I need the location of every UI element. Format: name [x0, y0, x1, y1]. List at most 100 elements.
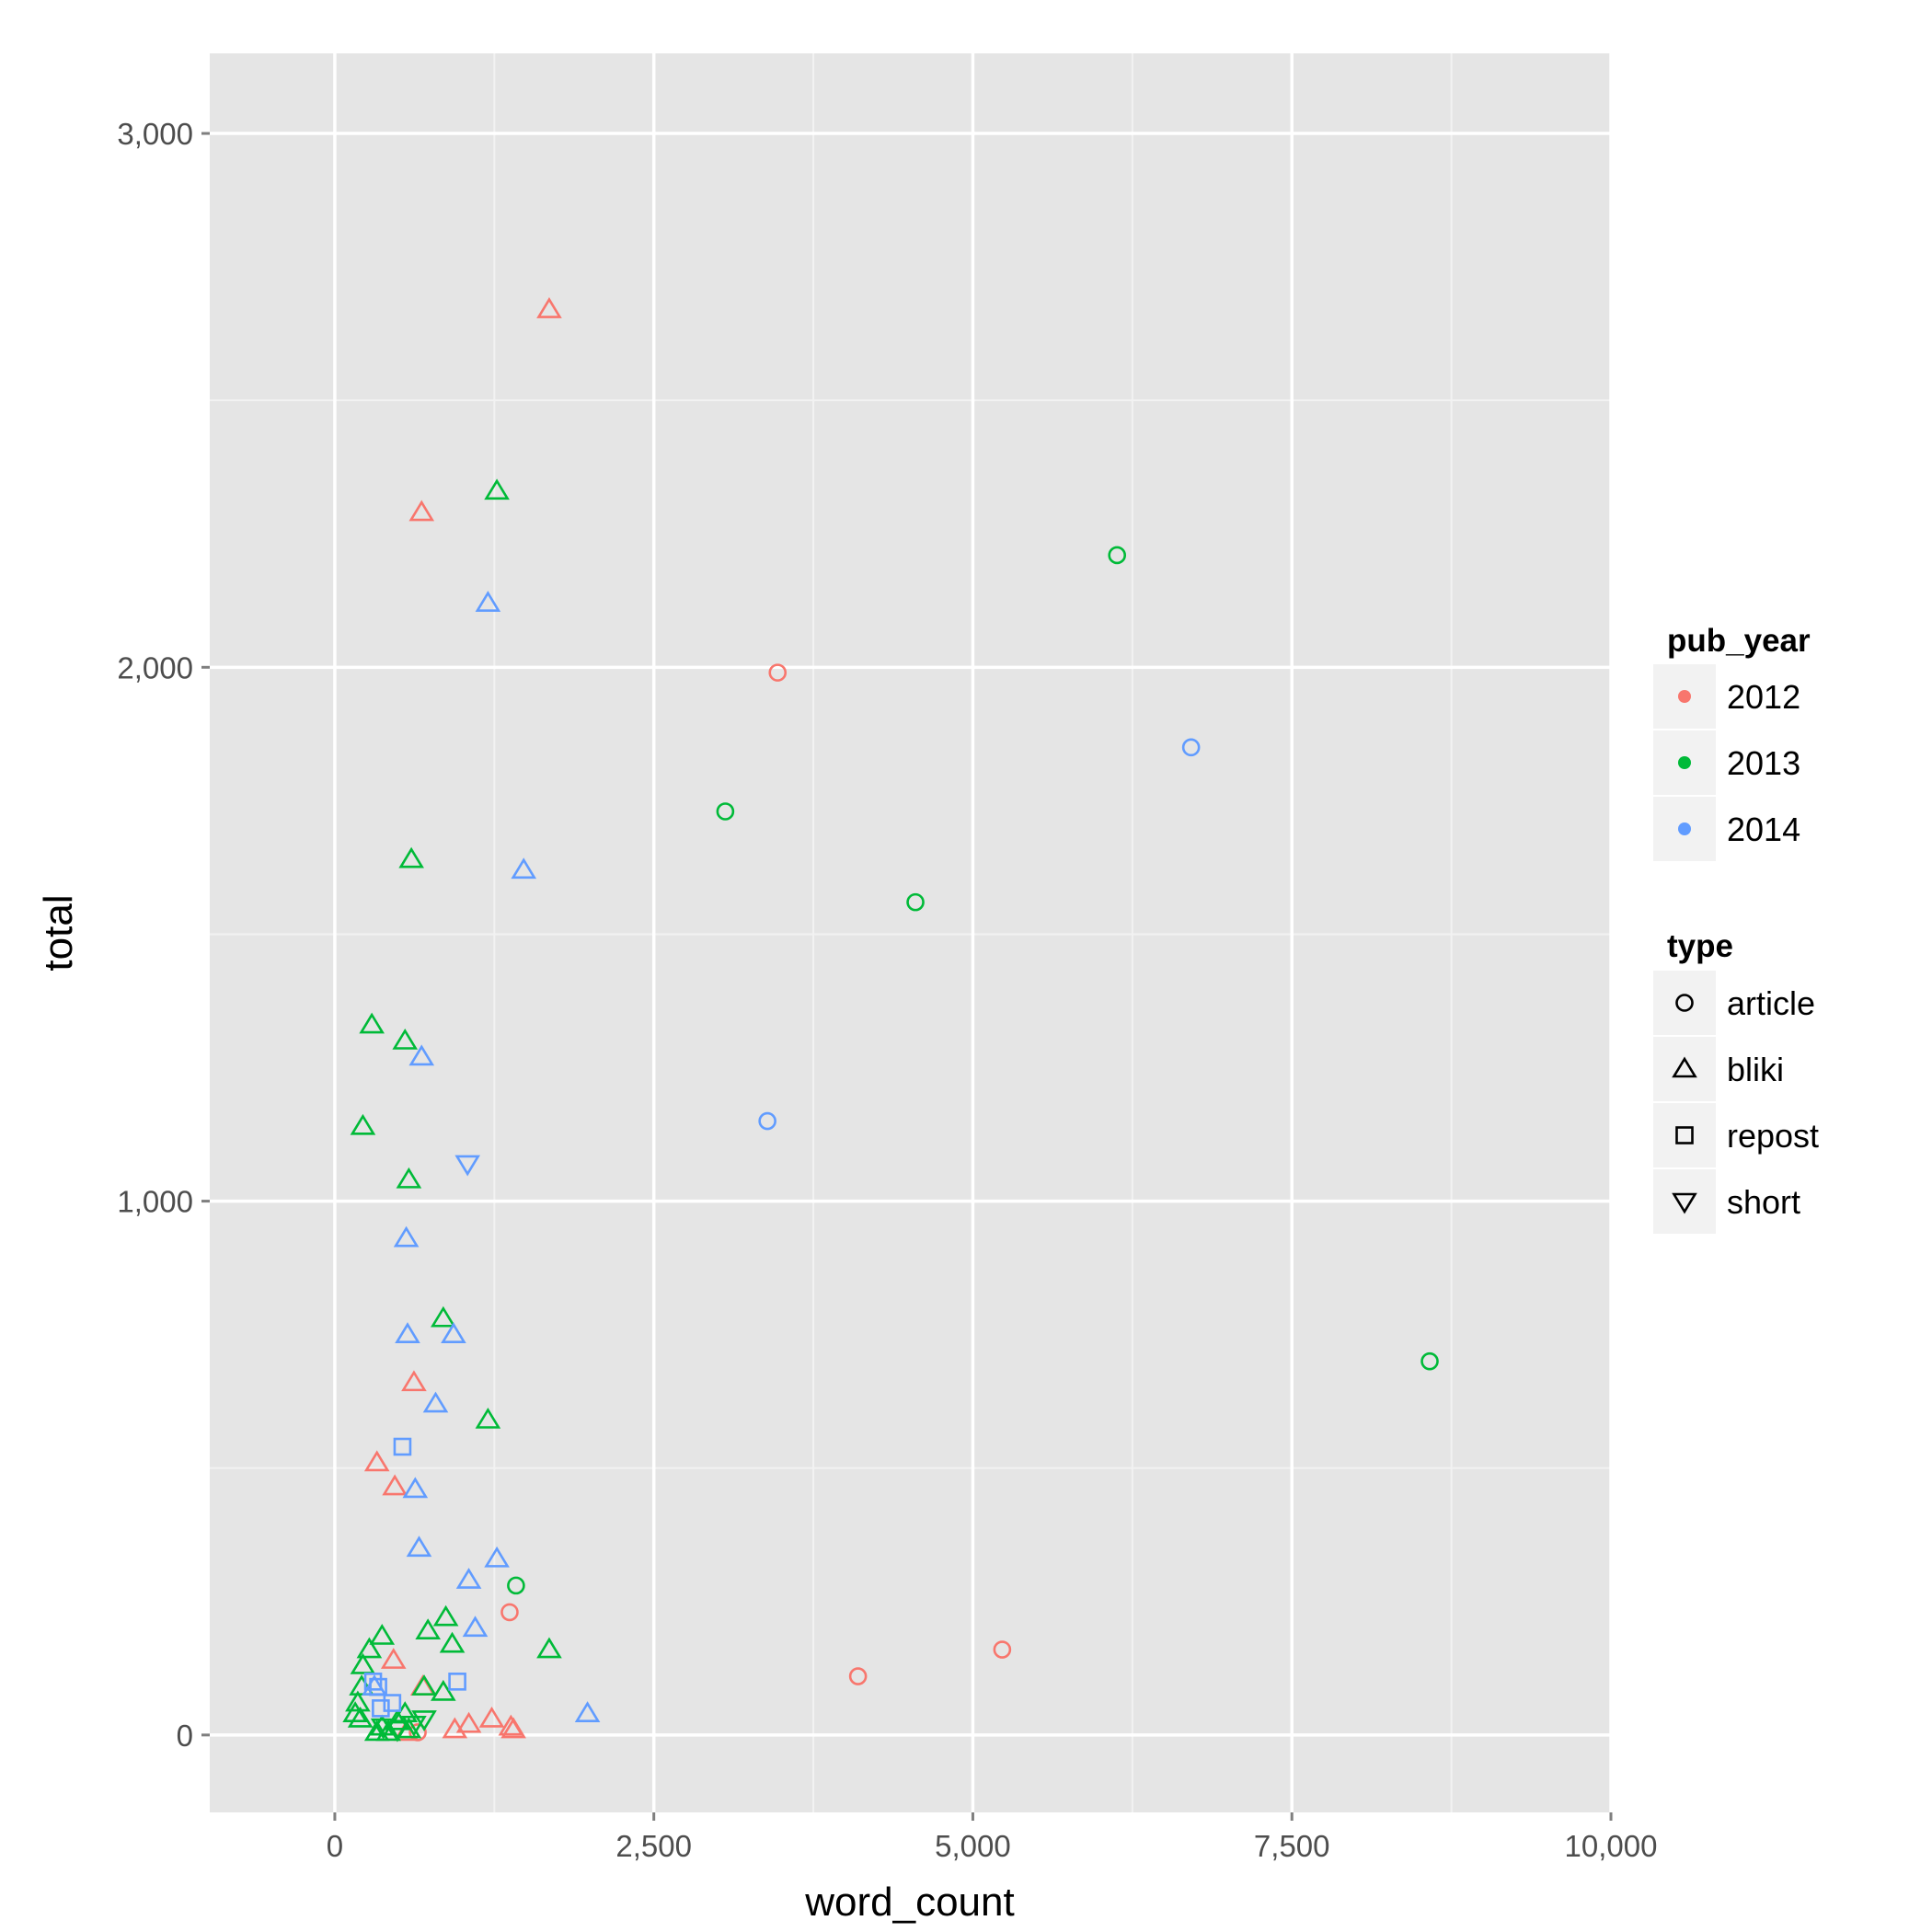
panel-background	[210, 53, 1611, 1812]
legend-title-pub-year: pub_year	[1667, 623, 1811, 659]
data-point-bliki-2013	[415, 1618, 441, 1640]
data-point-bliki-2014	[441, 1322, 466, 1343]
data-point-article-2012	[768, 663, 788, 682]
data-point-bliki-2013	[392, 1028, 419, 1050]
major-gridlines	[210, 53, 1613, 1812]
data-point-bliki-2013	[347, 1706, 374, 1728]
legend-key-bliki	[1672, 1056, 1697, 1078]
data-point-article-2013	[716, 802, 735, 821]
legend-key-box	[1653, 971, 1716, 1035]
data-point-short-2013	[411, 1710, 437, 1731]
data-point-repost-2014	[372, 1699, 390, 1718]
legend-key-box	[1653, 1037, 1716, 1101]
data-point-bliki-2014	[408, 1044, 435, 1066]
legend-label-2013: 2013	[1727, 744, 1800, 782]
legend-key-2013	[1678, 756, 1691, 769]
minor-gridlines	[210, 53, 1611, 1812]
data-point-article-2013	[906, 892, 925, 912]
x-tick-label: 0	[327, 1829, 343, 1863]
legend-key-article	[1675, 994, 1694, 1012]
y-tick-label: 2,000	[117, 650, 193, 684]
data-point-bliki-2013	[484, 478, 510, 500]
data-point-bliki-2014	[462, 1616, 489, 1638]
data-point-article-2012	[408, 1723, 427, 1742]
data-point-bliki-2013	[356, 1637, 383, 1659]
legend-label-short: short	[1727, 1183, 1800, 1221]
data-point-bliki-2012	[408, 500, 435, 522]
data-points	[342, 297, 1439, 1742]
data-point-bliki-2014	[574, 1701, 601, 1722]
data-point-bliki-2012	[500, 1717, 526, 1739]
legend-key-box	[1653, 1169, 1716, 1234]
data-point-repost-2014	[369, 1677, 387, 1696]
legend-label-article: article	[1727, 984, 1815, 1022]
y-tick-label: 1,000	[117, 1185, 193, 1219]
legend-key-short	[1672, 1192, 1697, 1214]
legend-key-box	[1653, 1103, 1716, 1167]
legend-key-2012	[1678, 690, 1691, 703]
data-point-article-2013	[1420, 1351, 1439, 1371]
data-point-article-2014	[758, 1111, 776, 1131]
data-point-article-2013	[1108, 546, 1127, 565]
data-point-repost-2014	[393, 1437, 412, 1456]
data-point-bliki-2013	[345, 1690, 371, 1712]
axis-ticks	[201, 132, 1613, 1821]
data-point-short-2013	[401, 1715, 427, 1737]
data-point-bliki-2014	[406, 1535, 432, 1558]
data-point-repost-2014	[363, 1673, 383, 1691]
data-point-bliki-2013	[396, 1167, 422, 1189]
data-point-bliki-2012	[478, 1706, 505, 1728]
data-point-bliki-2012	[401, 1370, 427, 1392]
x-tick-label: 2,500	[615, 1829, 692, 1863]
data-point-bliki-2014	[475, 591, 501, 612]
x-tick-label: 7,500	[1254, 1829, 1330, 1863]
data-point-bliki-2014	[511, 857, 537, 880]
y-tick-label: 3,000	[117, 117, 193, 151]
legend-label-repost: repost	[1727, 1117, 1819, 1155]
data-point-bliki-2014	[422, 1391, 449, 1413]
legend-key-repost	[1675, 1126, 1694, 1144]
data-point-bliki-2013	[342, 1701, 368, 1722]
legend-label-2012: 2012	[1727, 678, 1800, 716]
y-axis-title: total	[36, 894, 81, 971]
data-point-bliki-2013	[349, 1674, 374, 1696]
data-point-bliki-2012	[442, 1717, 468, 1739]
legend-label-bliki: bliki	[1727, 1051, 1784, 1088]
data-point-bliki-2013	[536, 1637, 562, 1659]
y-tick-label: 0	[177, 1719, 193, 1753]
data-point-short-2013	[385, 1720, 410, 1742]
data-point-bliki-2013	[350, 1652, 376, 1674]
data-point-short-2014	[454, 1155, 480, 1177]
x-tick-label: 5,000	[935, 1829, 1011, 1863]
legend-key-2014	[1678, 822, 1691, 835]
data-point-article-2012	[848, 1667, 868, 1685]
x-axis-tick-labels: 0 2,500 5,000 7,500 10,000	[327, 1829, 1658, 1863]
data-point-bliki-2013	[439, 1631, 466, 1653]
data-point-bliki-2013	[398, 846, 424, 868]
data-point-bliki-2012	[455, 1711, 482, 1733]
data-point-bliki-2014	[395, 1322, 420, 1343]
data-point-bliki-2013	[350, 1113, 376, 1135]
data-point-bliki-2013	[369, 1623, 396, 1645]
data-point-bliki-2013	[411, 1674, 437, 1696]
data-point-bliki-2013	[359, 1012, 385, 1034]
data-point-bliki-2013	[432, 1604, 459, 1627]
x-axis-title: word_count	[804, 1880, 1014, 1925]
data-point-bliki-2013	[375, 1719, 401, 1742]
data-point-bliki-2013	[431, 1679, 456, 1701]
data-point-repost-2014	[448, 1673, 466, 1691]
y-axis-tick-labels: 0 1,000 2,000 3,000	[117, 117, 193, 1753]
data-point-bliki-2013	[475, 1407, 501, 1429]
legend: pub_year 2012 2013 2014 type article bliki r…	[1653, 623, 1819, 1234]
legend-label-2014: 2014	[1727, 811, 1800, 848]
data-point-bliki-2012	[363, 1450, 390, 1472]
data-point-article-2014	[1181, 738, 1201, 757]
data-point-repost-2014	[383, 1694, 402, 1712]
data-point-bliki-2014	[484, 1546, 510, 1568]
data-point-article-2012	[500, 1603, 519, 1622]
data-point-article-2012	[993, 1640, 1012, 1659]
data-point-bliki-2012	[380, 1648, 407, 1669]
legend-title-type: type	[1667, 928, 1733, 964]
data-point-bliki-2014	[402, 1477, 429, 1499]
